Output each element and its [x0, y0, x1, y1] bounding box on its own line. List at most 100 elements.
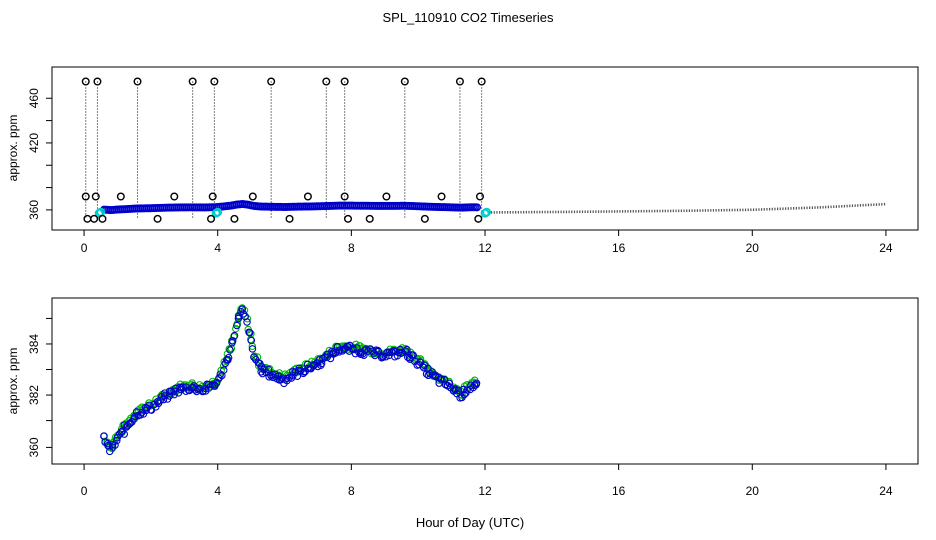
bottom-y-axis: 360 382 384 [27, 317, 52, 457]
raw-point [710, 209, 712, 212]
raw-point [539, 210, 541, 214]
raw-point [571, 210, 573, 214]
detail-point [243, 318, 251, 326]
raw-point [621, 210, 624, 213]
top-x-axis: 0 4 8 12 16 20 24 [81, 230, 893, 255]
raw-point [787, 207, 789, 210]
raw-point [517, 210, 519, 214]
raw-point [560, 210, 562, 214]
outlier-point [98, 214, 107, 223]
raw-point [568, 210, 570, 214]
raw-point [854, 204, 856, 207]
y-tick-label: 360 [27, 200, 41, 220]
outlier-point [188, 77, 197, 86]
raw-point [819, 206, 821, 209]
detail-point [113, 434, 121, 442]
detail-point [165, 392, 174, 400]
x-tick-label: 24 [879, 241, 893, 255]
raw-point [702, 209, 704, 212]
outlier-point [322, 77, 331, 86]
raw-point [576, 210, 578, 214]
raw-point [501, 211, 503, 214]
raw-point [779, 207, 781, 211]
smooth-point [227, 344, 236, 353]
raw-point [696, 209, 699, 212]
smooth-point [243, 314, 252, 323]
raw-point [549, 210, 552, 214]
outlier-point [170, 192, 179, 201]
top-plot-content [81, 77, 886, 223]
raw-point [533, 210, 535, 214]
x-tick-label: 8 [348, 241, 355, 255]
raw-point [667, 209, 669, 213]
outlier-point [230, 214, 239, 223]
raw-point [744, 208, 747, 212]
raw-point [509, 210, 511, 214]
detail-point [267, 372, 275, 380]
detail-point [220, 366, 228, 374]
raw-point [600, 210, 602, 213]
x-tick-label: 16 [612, 484, 626, 498]
raw-point [678, 209, 680, 213]
raw-point [504, 211, 506, 214]
x-tick-label: 4 [214, 241, 221, 255]
raw-point [523, 210, 525, 214]
raw-point [809, 206, 811, 210]
raw-point [739, 208, 741, 212]
raw-point [859, 204, 862, 207]
raw-point [491, 211, 493, 214]
detail-point [233, 321, 241, 330]
detail-point [234, 314, 243, 323]
detail-point [361, 346, 369, 355]
raw-point [507, 211, 509, 214]
raw-point [619, 210, 621, 213]
raw-point [683, 209, 685, 213]
raw-point [849, 204, 851, 208]
outlier-point [420, 214, 429, 223]
raw-point [833, 205, 835, 209]
detail-point [108, 441, 117, 449]
raw-point [734, 208, 736, 212]
raw-point [742, 208, 744, 212]
outlier-point [248, 192, 257, 201]
x-tick-label: 0 [81, 484, 88, 498]
detail-point [360, 351, 368, 360]
x-tick-label: 20 [746, 484, 760, 498]
raw-point [656, 209, 658, 213]
raw-point [613, 210, 616, 213]
detail-point [403, 345, 411, 354]
detail-point [111, 441, 119, 449]
detail-point [126, 419, 135, 427]
raw-point [589, 210, 592, 213]
detail-point [451, 386, 459, 394]
outlier-point [365, 214, 374, 223]
raw-point [846, 204, 848, 208]
raw-point [547, 210, 549, 214]
raw-point [557, 210, 560, 214]
x-tick-label: 12 [478, 241, 492, 255]
raw-point [822, 205, 824, 209]
y-tick-label: 460 [27, 88, 41, 108]
detail-point [401, 347, 410, 355]
raw-point [595, 210, 597, 213]
detail-point [248, 345, 257, 353]
raw-point [688, 209, 691, 213]
raw-point [873, 203, 875, 207]
detail-point [230, 331, 239, 340]
outlier-point [477, 77, 486, 86]
raw-point [803, 206, 805, 210]
x-tick-label: 8 [348, 484, 355, 498]
outlier-point [207, 214, 216, 223]
x-tick-label: 24 [879, 484, 893, 498]
raw-point [531, 210, 533, 214]
raw-point [686, 209, 688, 213]
raw-point [659, 209, 661, 213]
y-tick-label: 360 [27, 437, 41, 457]
top-panel: 0 4 8 12 16 20 24 360 420 460 approx. ppm [6, 66, 919, 255]
raw-point [699, 209, 701, 212]
raw-point [814, 206, 816, 209]
raw-point [801, 206, 803, 210]
outlier-point [340, 77, 349, 86]
raw-point [718, 208, 720, 212]
raw-point [720, 208, 723, 212]
